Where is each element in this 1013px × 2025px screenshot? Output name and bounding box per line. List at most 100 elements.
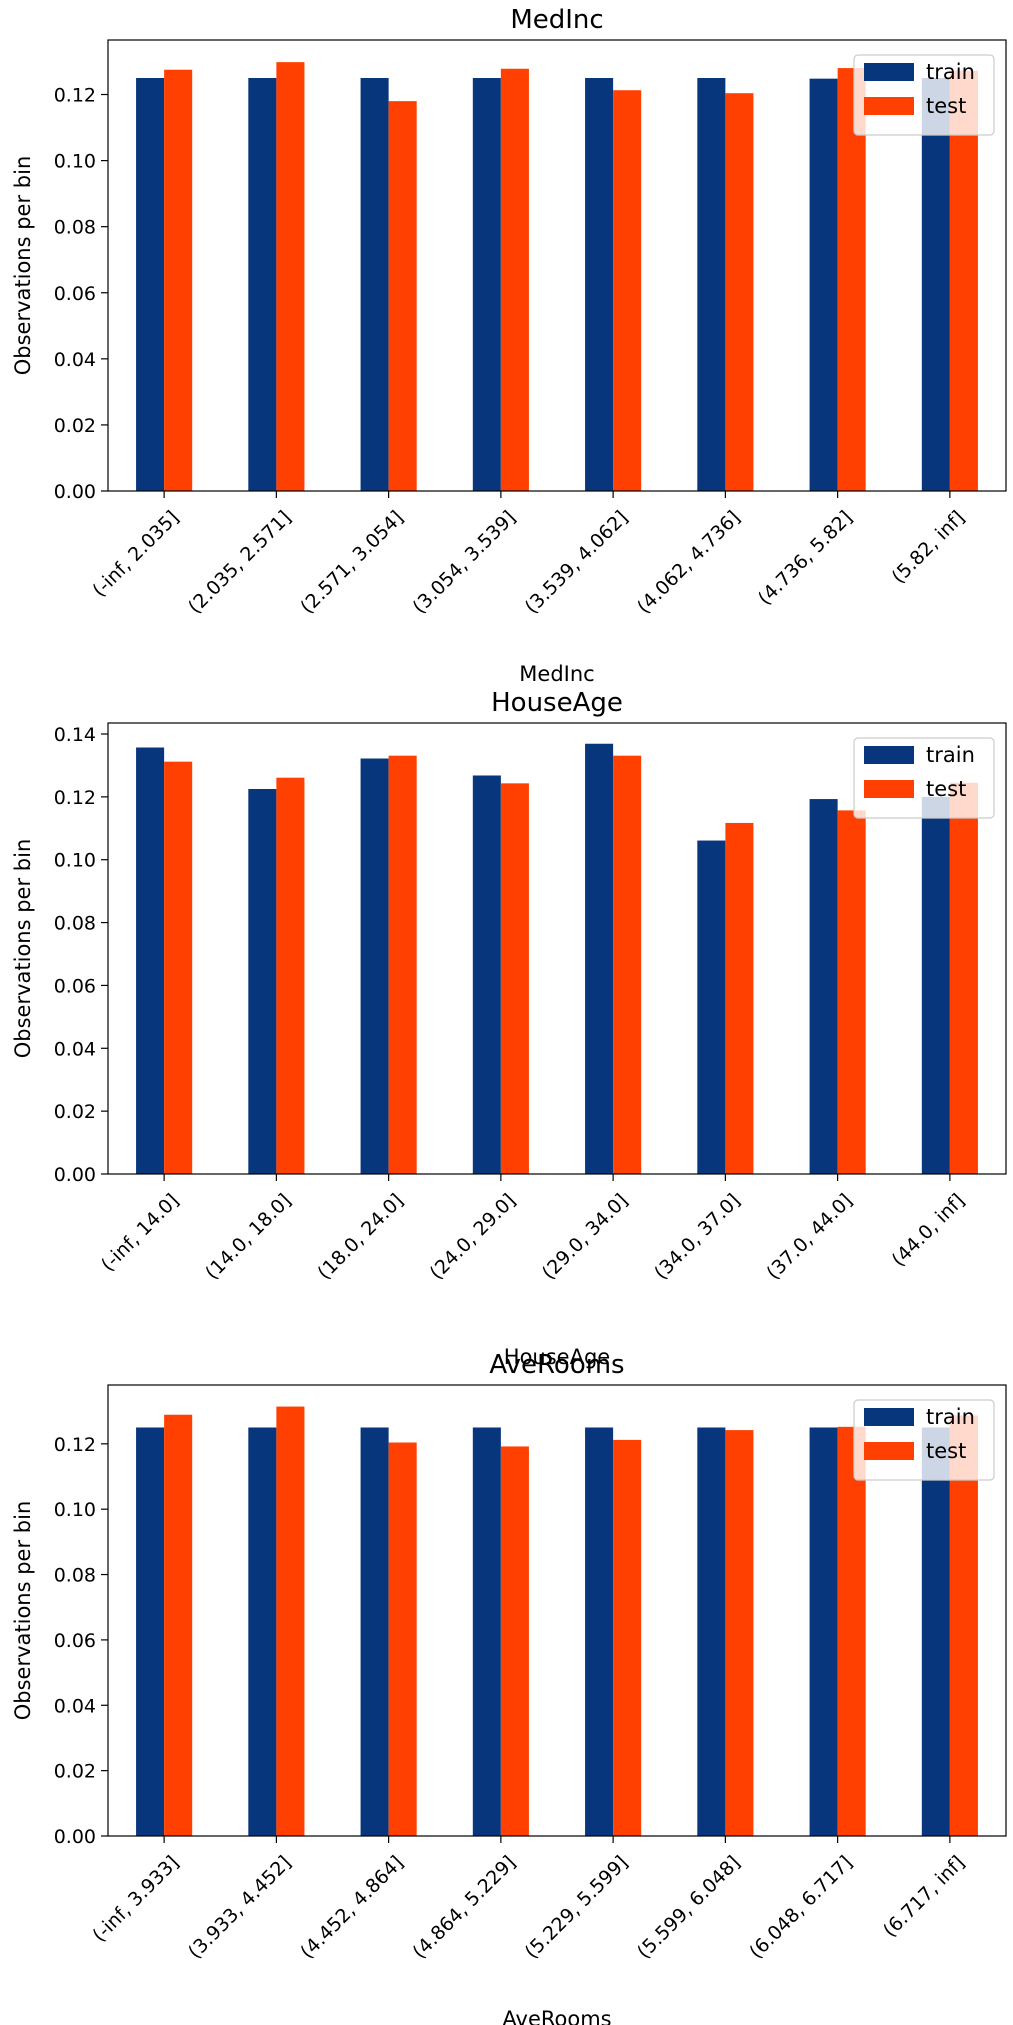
bar-test-0 <box>164 1414 193 1836</box>
bar-train-6 <box>809 78 838 492</box>
bar-test-1 <box>276 777 305 1174</box>
bar-test-3 <box>500 68 529 491</box>
y-tick-label: 0.04 <box>54 349 96 371</box>
chart-panel-2: 0.00 0.02 0.04 0.06 0.08 0.10 0.12 (-inf, 3.933… <box>11 1350 1007 2025</box>
legend: train test <box>853 54 995 136</box>
bar-train-1 <box>248 789 277 1174</box>
bar-test-2 <box>388 1442 417 1836</box>
bar-train-7 <box>921 77 950 491</box>
bar-train-3 <box>472 775 501 1174</box>
bar-test-7 <box>949 1415 978 1836</box>
bar-test-3 <box>500 783 529 1174</box>
bar-train-0 <box>136 747 165 1174</box>
chart-title: HouseAge <box>491 688 623 718</box>
axes-frame <box>107 722 1007 1175</box>
x-tick-label: (3.539, 4.062] <box>521 507 633 619</box>
bar-test-6 <box>837 1426 866 1836</box>
bar-test-5 <box>725 93 754 491</box>
y-tick-label: 0.06 <box>54 975 96 997</box>
x-tick-label: (4.452, 4.864] <box>296 1852 408 1964</box>
x-axis-label: AveRooms <box>502 2007 611 2025</box>
x-tick-label: (37.0, 44.0] <box>762 1190 856 1284</box>
y-axis-label: Observations per bin <box>11 156 35 376</box>
bar-train-0 <box>136 77 165 491</box>
x-tick-label: (-inf, 14.0] <box>97 1190 183 1276</box>
legend-swatch-test <box>864 780 914 798</box>
legend-swatch-test <box>864 97 914 115</box>
x-tick-label: (5.82, inf] <box>888 507 969 588</box>
x-tick-label: (-inf, 2.035] <box>88 507 183 602</box>
bar-test-3 <box>500 1446 529 1836</box>
x-tick-label: (6.048, 6.717] <box>745 1852 857 1964</box>
bar-test-7 <box>949 70 978 491</box>
chart-title: AveRooms <box>489 1350 624 1380</box>
bar-test-4 <box>613 1439 642 1836</box>
y-axis-label: Observations per bin <box>11 839 35 1059</box>
legend: train test <box>853 737 995 819</box>
y-tick-label: 0.10 <box>54 850 96 872</box>
bar-train-3 <box>472 77 501 491</box>
y-tick-label: 0.10 <box>54 151 96 173</box>
bar-train-1 <box>248 77 277 491</box>
legend-label-train: train <box>926 60 975 84</box>
bar-train-2 <box>360 77 389 491</box>
bar-train-6 <box>809 1427 838 1836</box>
bar-test-2 <box>388 101 417 491</box>
legend-label-test: test <box>926 1439 966 1463</box>
legend-swatch-train <box>864 746 914 764</box>
bar-train-6 <box>809 799 838 1174</box>
bar-test-4 <box>613 755 642 1174</box>
y-tick-label: 0.10 <box>54 1499 96 1521</box>
bar-train-0 <box>136 1427 165 1836</box>
bar-train-4 <box>585 77 614 491</box>
x-tick-label: (-inf, 3.933] <box>88 1852 183 1947</box>
bar-train-5 <box>697 840 726 1174</box>
x-tick-label: (2.571, 3.054] <box>296 507 408 619</box>
x-tick-label: (2.035, 2.571] <box>184 507 296 619</box>
y-tick-label: 0.00 <box>54 1826 96 1848</box>
x-axis-label: HouseAge <box>504 1345 610 1369</box>
legend-label-train: train <box>926 1405 975 1429</box>
y-axis-label: Observations per bin <box>11 1501 35 1721</box>
y-tick-label: 0.08 <box>54 913 96 935</box>
legend-label-test: test <box>926 777 966 801</box>
bar-test-7 <box>949 782 978 1174</box>
bar-train-2 <box>360 1427 389 1836</box>
bar-test-4 <box>613 90 642 491</box>
x-tick-label: (4.864, 5.229] <box>409 1852 521 1964</box>
x-tick-label: (3.933, 4.452] <box>184 1852 296 1964</box>
y-tick-label: 0.12 <box>54 1434 96 1456</box>
y-tick-label: 0.06 <box>54 1630 96 1652</box>
bar-test-5 <box>725 1430 754 1836</box>
x-tick-label: (5.229, 5.599] <box>521 1852 633 1964</box>
y-tick-label: 0.12 <box>54 85 96 107</box>
bar-test-6 <box>837 68 866 491</box>
legend-swatch-train <box>864 1408 914 1426</box>
y-tick-label: 0.00 <box>54 481 96 503</box>
x-tick-label: (24.0, 29.0] <box>426 1190 520 1284</box>
y-tick-label: 0.08 <box>54 1565 96 1587</box>
y-tick-label: 0.02 <box>54 1761 96 1783</box>
bar-test-2 <box>388 755 417 1174</box>
x-tick-label: (29.0, 34.0] <box>538 1190 632 1284</box>
bar-test-6 <box>837 810 866 1174</box>
bar-train-7 <box>921 796 950 1174</box>
bar-test-5 <box>725 822 754 1174</box>
bar-train-4 <box>585 743 614 1174</box>
bar-train-2 <box>360 758 389 1174</box>
y-tick-label: 0.02 <box>54 1101 96 1123</box>
x-axis-label: MedInc <box>519 662 594 686</box>
bar-train-7 <box>921 1427 950 1836</box>
y-tick-label: 0.14 <box>54 724 96 746</box>
x-tick-label: (4.736, 5.82] <box>754 507 857 610</box>
x-tick-label: (6.717, inf] <box>879 1852 969 1942</box>
legend-swatch-test <box>864 1442 914 1460</box>
bar-test-1 <box>276 62 305 492</box>
axes-frame <box>107 39 1007 492</box>
bar-train-5 <box>697 77 726 491</box>
chart-panel-0: 0.00 0.02 0.04 0.06 0.08 0.10 0.12 (-inf, 2.035… <box>11 5 1007 686</box>
legend-label-train: train <box>926 743 975 767</box>
y-tick-label: 0.12 <box>54 787 96 809</box>
bar-test-0 <box>164 761 193 1174</box>
